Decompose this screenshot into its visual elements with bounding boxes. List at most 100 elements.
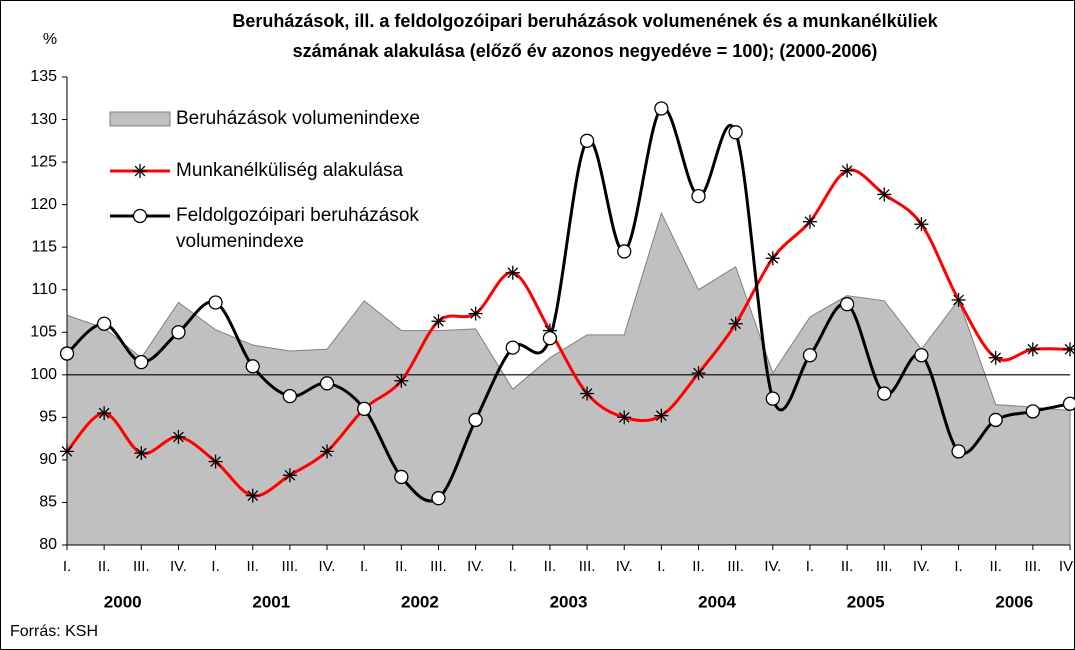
x-tick-label: III. xyxy=(282,558,299,575)
x-tick-label: I. xyxy=(954,558,962,575)
marker xyxy=(208,454,223,469)
x-tick-label: IV. xyxy=(764,558,781,575)
legend-label: Munkanélküliség alakulása xyxy=(176,160,404,181)
legend-swatch xyxy=(109,111,171,127)
marker xyxy=(839,297,855,312)
x-tick-label: II. xyxy=(692,558,705,575)
marker xyxy=(394,469,409,485)
marker xyxy=(171,429,186,444)
marker-stroke xyxy=(618,412,630,423)
x-tick-label: III. xyxy=(133,558,150,575)
y-tick-label: 125 xyxy=(30,153,57,170)
marker xyxy=(282,388,298,404)
x-tick-label: IV. xyxy=(319,558,336,575)
marker-stroke xyxy=(98,407,110,419)
x-tick-label: II. xyxy=(544,558,557,575)
marker xyxy=(468,306,483,321)
marker xyxy=(468,412,483,428)
marker-stroke xyxy=(1027,343,1039,355)
marker xyxy=(988,412,1003,428)
year-label: 2005 xyxy=(847,592,885,611)
marker xyxy=(691,188,706,204)
marker-stroke xyxy=(61,446,73,457)
year-label: 2006 xyxy=(995,592,1033,611)
y-tick-label: 80 xyxy=(39,536,57,553)
marker-stroke xyxy=(990,352,1002,364)
x-tick-label: II. xyxy=(989,558,1002,575)
y-tick-label: 135 xyxy=(30,68,57,85)
y-axis-label: % xyxy=(43,31,57,48)
marker xyxy=(134,446,149,461)
x-tick-label: I. xyxy=(63,558,71,575)
marker xyxy=(357,401,372,417)
marker-stroke xyxy=(247,490,259,502)
marker xyxy=(171,325,186,340)
x-tick-label: I. xyxy=(509,558,517,575)
marker xyxy=(245,488,260,503)
marker xyxy=(914,217,929,232)
marker xyxy=(1025,404,1041,419)
marker xyxy=(60,444,74,459)
marker-stroke xyxy=(693,367,704,379)
marker xyxy=(431,491,446,506)
marker xyxy=(802,348,818,363)
marker-stroke xyxy=(953,294,964,306)
marker-stroke xyxy=(470,308,481,319)
marker-stroke xyxy=(507,267,519,279)
x-tick-label: III. xyxy=(579,558,596,575)
marker xyxy=(951,444,966,459)
x-tick-label: III. xyxy=(430,558,447,575)
marker xyxy=(505,265,520,280)
marker xyxy=(840,163,855,178)
marker xyxy=(728,316,743,331)
marker-stroke xyxy=(656,410,667,422)
x-tick-label: I. xyxy=(360,558,368,575)
x-tick-label: IV. xyxy=(913,558,930,575)
marker xyxy=(579,133,595,148)
y-tick-label: 120 xyxy=(30,196,57,213)
marker xyxy=(319,376,335,391)
marker xyxy=(617,244,632,259)
marker xyxy=(59,346,75,361)
y-tick-label: 100 xyxy=(30,366,57,383)
marker xyxy=(654,101,669,116)
marker-stroke xyxy=(916,218,927,230)
x-tick-label: II. xyxy=(246,558,259,575)
marker xyxy=(580,386,595,401)
x-tick-label: I. xyxy=(211,558,219,575)
legend-label: Feldolgozóipari beruházások volumenindex… xyxy=(176,205,419,252)
marker xyxy=(320,444,335,459)
marker xyxy=(245,359,260,374)
y-tick-label: 115 xyxy=(31,238,57,255)
line xyxy=(65,168,1071,498)
legend-marker xyxy=(132,208,148,224)
marker-stroke xyxy=(878,189,890,200)
marker-stroke xyxy=(395,375,407,387)
x-tick-label: III. xyxy=(876,558,893,575)
y-tick-label: 110 xyxy=(31,281,57,298)
year-label: 2000 xyxy=(104,592,142,611)
y-tick-label: 90 xyxy=(39,451,57,468)
x-tick-label: I. xyxy=(806,558,814,575)
marker-stroke xyxy=(135,447,147,459)
marker xyxy=(877,386,892,401)
x-tick-label: IV xyxy=(1059,558,1073,575)
year-label: 2002 xyxy=(401,592,439,611)
x-tick-label: III. xyxy=(727,558,744,575)
marker xyxy=(542,331,558,346)
marker xyxy=(914,348,929,363)
marker xyxy=(282,468,297,483)
marker xyxy=(96,316,112,331)
marker xyxy=(505,340,520,355)
x-tick-label: II. xyxy=(395,558,408,575)
marker-stroke xyxy=(134,165,146,177)
x-tick-label: IV. xyxy=(170,558,187,575)
y-tick-label: 130 xyxy=(30,111,57,128)
marker-stroke xyxy=(804,216,816,228)
marker xyxy=(765,391,780,406)
chart-title: számának alakulása (előző év azonos negy… xyxy=(293,41,878,61)
marker xyxy=(208,295,223,310)
source: Forrás: KSH xyxy=(10,623,98,640)
